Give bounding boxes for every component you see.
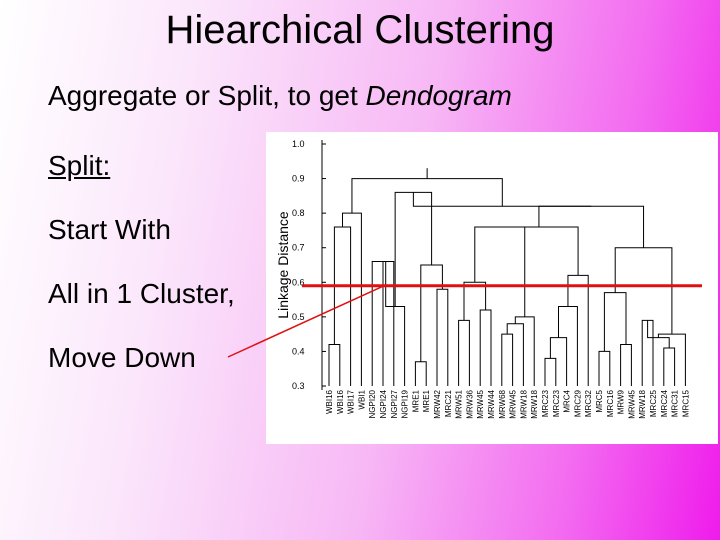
y-tick-label: 0.8: [292, 208, 305, 218]
dendrogram-link: [479, 309, 492, 386]
leaf-label: NGPI24: [379, 389, 388, 418]
dendrogram-link: [499, 226, 579, 276]
dendrogram-link: [328, 344, 341, 386]
y-tick-label: 0.5: [292, 312, 305, 322]
y-tick-label: 0.6: [292, 277, 305, 287]
leaf-label: MRW42: [433, 389, 442, 418]
leaf-label: MRW18: [638, 389, 647, 418]
y-tick-label: 0.9: [292, 174, 305, 184]
leaf-label: MRE1: [422, 389, 431, 412]
leaf-label: MRC31: [671, 389, 680, 417]
dendrogram-link: [544, 357, 557, 386]
leaf-label: MRC25: [649, 389, 658, 417]
bullet-move-down: Move Down: [48, 342, 196, 373]
dendrogram-link: [414, 361, 427, 386]
subtitle-emphasis: Dendogram: [365, 80, 512, 111]
leaf-label: MRE1: [411, 389, 420, 412]
dendrogram-link: [377, 261, 395, 386]
dendrogram-link: [663, 347, 676, 386]
leaf-label: MRW18: [530, 389, 539, 418]
dendrogram-link: [342, 212, 362, 386]
leaf-label: WBI16: [325, 389, 334, 414]
slide-subtitle: Aggregate or Split, to get Dendogram: [48, 80, 512, 112]
leaf-label: MRC16: [606, 389, 615, 417]
slide-title: Hiearchical Clustering: [165, 8, 555, 52]
dendrogram-link: [385, 261, 406, 386]
leaf-label: MRC24: [660, 389, 669, 417]
dendrogram-link: [506, 323, 524, 386]
leaf-label: MRW45: [509, 389, 518, 418]
dendrogram-link: [558, 305, 578, 386]
leaf-label: NGPI19: [401, 389, 410, 418]
leaf-label: WBI16: [336, 389, 345, 414]
dendrogram-link: [620, 344, 632, 386]
dendrogram-link: [641, 319, 654, 386]
dendrogram-link: [458, 319, 470, 386]
dendrogram-link: [394, 191, 433, 307]
leaf-label: MRC15: [681, 389, 690, 417]
dendrogram-link: [371, 261, 384, 386]
dendrogram-link: [657, 333, 686, 386]
dendrogram-link: [598, 350, 611, 386]
dendrogram-link: [412, 192, 592, 207]
bullet-start-with: Start With: [48, 214, 171, 245]
dendrogram-panel: 1.0 0.9 0.8 0.7 0.6 0.5 0.4 0.3 Linkage Distance…: [266, 132, 718, 444]
leaf-label: WBI17: [347, 389, 356, 414]
dendrogram-link: [514, 316, 535, 386]
leaf-label: MRC21: [444, 389, 453, 417]
dendrogram-link: [501, 333, 514, 386]
y-axis-title: Linkage Distance: [275, 211, 291, 319]
leaf-label: MRW45: [627, 389, 636, 418]
leaf-label: MRW51: [455, 389, 464, 418]
dendrogram-link: [351, 178, 503, 214]
y-tick-label: 0.3: [292, 381, 305, 391]
leaf-label: MRC32: [584, 389, 593, 417]
y-tick-label: 0.4: [292, 346, 305, 356]
dendrogram-link: [463, 281, 487, 321]
dendrogram-link: [474, 226, 526, 317]
leaf-label: MRW36: [465, 389, 474, 418]
dendrogram-link: [333, 226, 352, 386]
leaf-label: MRC4: [563, 389, 572, 412]
leaf-label: MRW44: [487, 389, 496, 418]
dendrogram-link: [614, 247, 673, 335]
leaf-label: MRW45: [476, 389, 485, 418]
bullet-all-in-one-cluster: All in 1 Cluster,: [48, 278, 235, 309]
leaf-label: NGPI20: [368, 389, 377, 418]
leaf-label: MRC23: [541, 389, 550, 417]
dendrogram-link: [603, 292, 627, 352]
leaf-label: MRW68: [498, 389, 507, 418]
dendrogram-link: [549, 337, 568, 386]
leaf-label: MRW9: [617, 389, 626, 414]
leaf-label: MRC29: [573, 389, 582, 417]
bullet-split: Split:: [48, 150, 111, 181]
dendrogram-link: [420, 264, 443, 362]
dendrogram-plot: 1.0 0.9 0.8 0.7 0.6 0.5 0.4 0.3 Linkage Distance…: [275, 139, 690, 419]
subtitle-text: Aggregate or Split, to get: [48, 80, 366, 111]
leaf-label: NGPI27: [390, 389, 399, 418]
leaf-label: WBI1: [357, 389, 366, 409]
leaf-label: MRC5: [595, 389, 604, 412]
leaf-label: MRC23: [552, 389, 561, 417]
leaf-label: MRW18: [519, 389, 528, 418]
dendrogram-link: [567, 274, 589, 386]
y-tick-label: 0.7: [292, 243, 305, 253]
y-tick-label: 1.0: [292, 139, 305, 149]
dendrogram-link: [436, 288, 449, 386]
